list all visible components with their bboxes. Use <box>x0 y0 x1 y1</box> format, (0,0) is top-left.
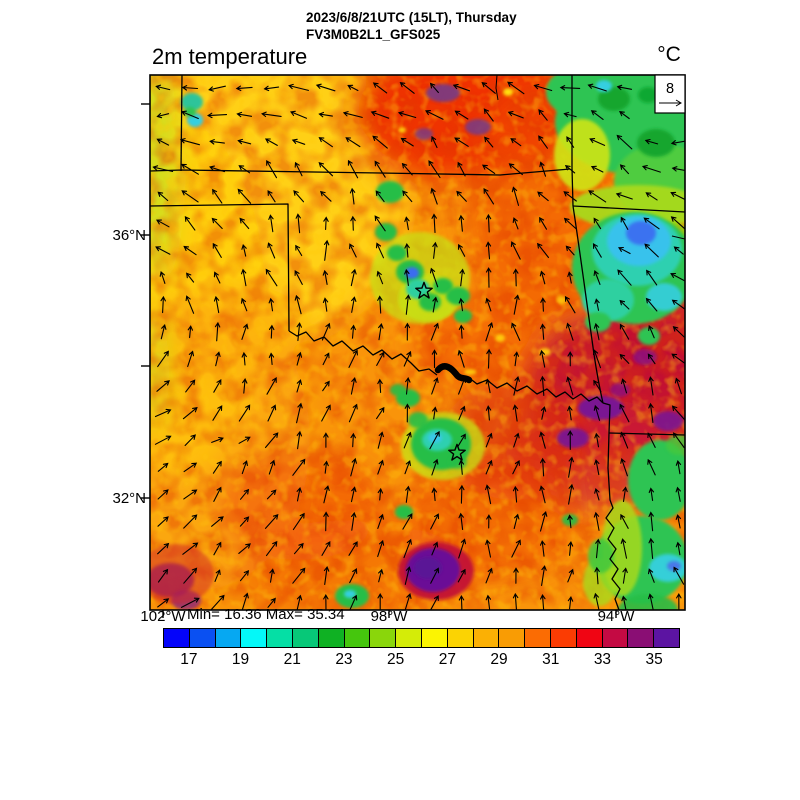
lon-label-102w: 102°W <box>140 608 186 625</box>
colorbar-cell <box>189 629 216 647</box>
colorbar <box>163 628 680 648</box>
colorbar-tick-label: 35 <box>645 651 663 668</box>
colorbar-cell <box>421 629 448 647</box>
colorbar-cell <box>370 629 397 647</box>
colorbar-cell <box>447 629 474 647</box>
wind-reference-arrow-icon <box>659 99 682 107</box>
colorbar-tick-label: 21 <box>283 651 301 668</box>
colorbar-cell <box>396 629 422 647</box>
colorbar-tick-label: 19 <box>231 651 250 668</box>
state-borders <box>150 75 685 610</box>
colorbar-tick-label: 33 <box>593 651 612 668</box>
colorbar-tick-label: 17 <box>180 651 198 668</box>
colorbar-tick-label: 29 <box>490 651 508 668</box>
colorbar-tick-label: 31 <box>542 651 560 668</box>
colorbar-cell <box>267 629 293 647</box>
city-star-markers <box>415 281 466 461</box>
lon-label-98w: 98°W <box>370 608 408 625</box>
lat-label-36n: 36°N <box>112 227 146 244</box>
plot-title: 2m temperature <box>152 44 308 69</box>
colorbar-cell <box>525 629 551 647</box>
colorbar-cell <box>654 629 679 647</box>
minmax-stats: Min= 16.36 Max= 35.34 <box>187 606 345 623</box>
colorbar-cell <box>241 629 268 647</box>
wind-reference-value: 8 <box>666 81 674 97</box>
colorbar-cell <box>344 629 371 647</box>
axis-ticks <box>141 103 617 618</box>
colorbar-tick-label: 27 <box>438 651 456 668</box>
wind-vector-field <box>152 81 685 610</box>
colorbar-cell <box>602 629 629 647</box>
wind-reference-box: 8 <box>654 74 686 114</box>
colorbar-cell <box>164 629 190 647</box>
colorbar-cell <box>292 629 319 647</box>
lat-label-32n: 32°N <box>112 490 146 507</box>
lon-label-94w: 94°W <box>597 608 635 625</box>
colorbar-cell <box>215 629 242 647</box>
temperature-field <box>150 75 685 610</box>
colorbar-cell <box>576 629 603 647</box>
colorbar-tick-label: 25 <box>387 651 405 668</box>
map-frame <box>149 74 686 611</box>
colorbar-cell <box>499 629 526 647</box>
header-datetime: 2023/6/8/21UTC (15LT), Thursday <box>306 10 517 25</box>
colorbar-cell <box>473 629 500 647</box>
city-star-marker <box>448 443 466 461</box>
colorbar-cell <box>628 629 655 647</box>
units-label: °C <box>657 43 681 66</box>
colorbar-cell <box>550 629 577 647</box>
city-star-marker <box>415 281 433 299</box>
colorbar-tick-label: 23 <box>335 651 353 668</box>
header-model: FV3M0B2L1_GFS025 <box>306 27 441 42</box>
colorbar-cell <box>318 629 345 647</box>
red-river <box>288 330 604 404</box>
